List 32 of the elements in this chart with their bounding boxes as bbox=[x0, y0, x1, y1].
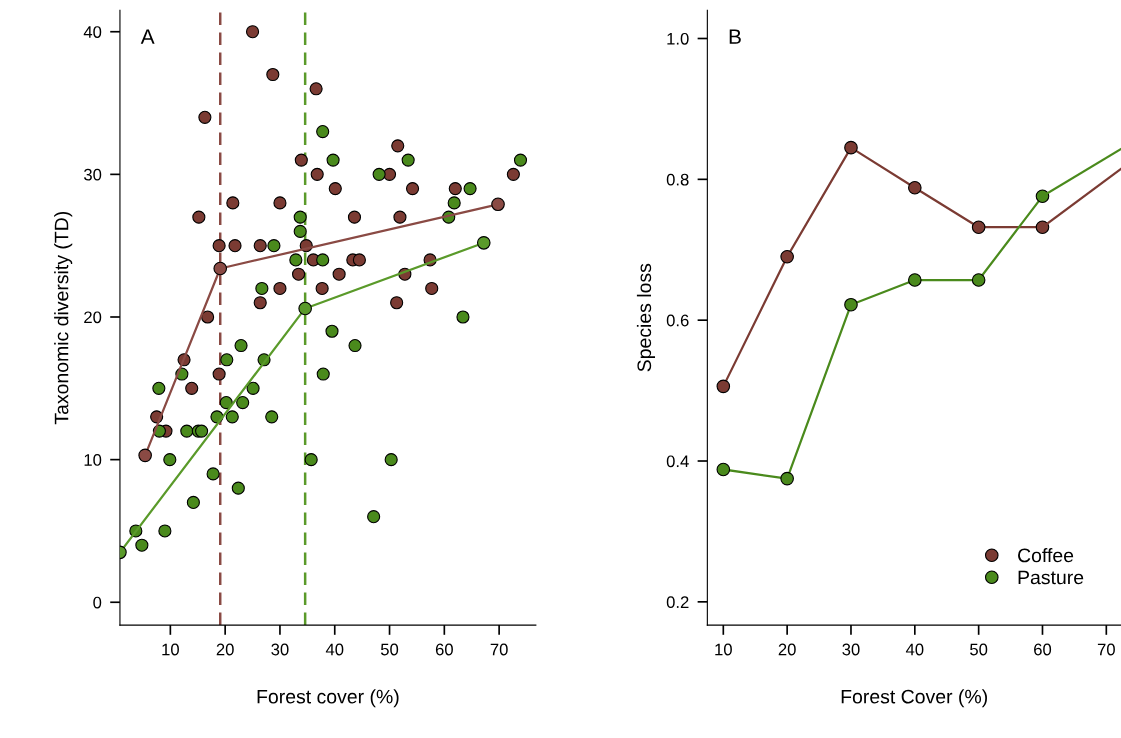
x-tick-label: 70 bbox=[490, 643, 508, 656]
x-tick-label: 10 bbox=[162, 643, 179, 656]
x-axis-title: Forest cover (%) bbox=[257, 689, 399, 708]
y-axis-title: Species loss bbox=[636, 263, 656, 372]
y-axis-title: Taxonomic diversity (TD) bbox=[54, 211, 73, 425]
y-tick-label: 0.2 bbox=[666, 596, 689, 609]
y-tick-label: 0 bbox=[93, 596, 102, 609]
y-tick-label: 0.4 bbox=[666, 455, 689, 468]
x-tick-label: 70 bbox=[1097, 643, 1115, 656]
y-tick-label: 1.0 bbox=[667, 32, 689, 45]
x-tick-label: 60 bbox=[435, 643, 453, 656]
y-tick-label: 20 bbox=[84, 311, 102, 324]
x-tick-label: 10 bbox=[715, 643, 732, 656]
x-tick-label: 40 bbox=[905, 643, 924, 656]
x-tick-label: 50 bbox=[970, 643, 988, 656]
annotation: A bbox=[140, 29, 155, 44]
x-axis-title: Forest Cover (%) bbox=[841, 689, 987, 708]
legend-label: Coffee bbox=[1018, 548, 1074, 563]
y-tick-label: 10 bbox=[84, 454, 102, 466]
y-tick-label: 30 bbox=[83, 168, 102, 181]
x-tick-label: 20 bbox=[778, 643, 796, 656]
legend-label: Pasture bbox=[1018, 570, 1084, 585]
x-tick-label: 30 bbox=[842, 643, 860, 656]
y-tick-label: 0.8 bbox=[666, 173, 689, 186]
x-tick-label: 30 bbox=[271, 643, 289, 656]
y-tick-label: 0.6 bbox=[666, 314, 689, 327]
y-tick-label: 40 bbox=[83, 26, 102, 38]
x-tick-label: 20 bbox=[216, 643, 234, 656]
x-tick-label: 60 bbox=[1034, 643, 1052, 656]
x-tick-label: 40 bbox=[325, 643, 344, 656]
x-tick-label: 50 bbox=[380, 643, 399, 656]
annotation: B bbox=[729, 29, 741, 44]
